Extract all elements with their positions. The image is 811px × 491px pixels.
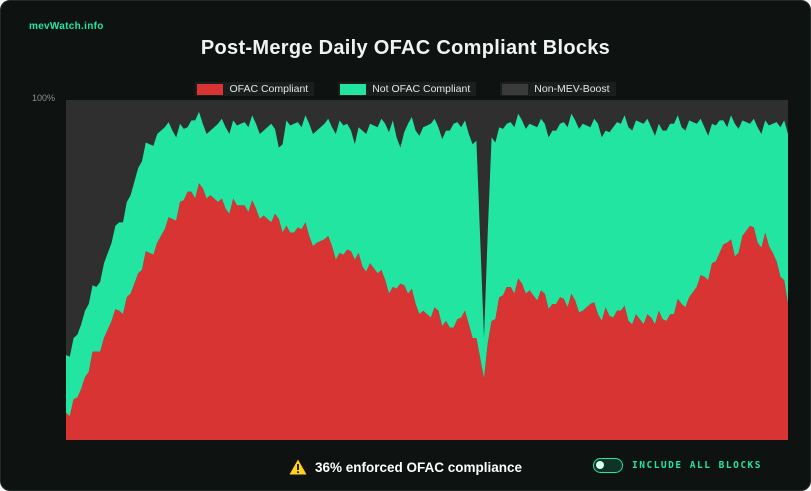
legend-item: Non-MEV-Boost <box>500 82 616 96</box>
legend-swatch <box>197 83 224 95</box>
warning-icon <box>289 459 307 475</box>
legend-swatch <box>340 83 367 95</box>
brand-link[interactable]: mevWatch.info <box>29 21 104 32</box>
chart-area <box>66 100 788 440</box>
ofac-compliant-area <box>66 183 788 440</box>
stacked-area-chart <box>66 100 788 440</box>
compliance-text: 36% enforced OFAC compliance <box>314 459 523 475</box>
chart-legend: OFAC Compliant Not OFAC Compliant Non-MEV-… <box>1 82 810 96</box>
legend-label: OFAC Compliant <box>229 83 309 95</box>
include-all-blocks-toggle[interactable]: INCLUDE ALL BLOCKS <box>593 458 762 473</box>
y-axis-100-label: 100% <box>32 93 56 103</box>
toggle-switch-icon[interactable] <box>593 458 624 473</box>
legend-item: Not OFAC Compliant <box>338 82 477 96</box>
legend-swatch <box>502 83 529 95</box>
compliance-status: 36% enforced OFAC compliance <box>1 459 810 475</box>
legend-item: OFAC Compliant <box>195 82 315 96</box>
legend-label: Non-MEV-Boost <box>534 83 610 95</box>
toggle-knob <box>596 461 605 469</box>
toggle-label: INCLUDE ALL BLOCKS <box>632 460 762 471</box>
not-ofac-compliant-area <box>66 111 788 417</box>
legend-label: Not OFAC Compliant <box>372 83 471 95</box>
page-title: Post-Merge Daily OFAC Compliant Blocks <box>200 37 611 59</box>
